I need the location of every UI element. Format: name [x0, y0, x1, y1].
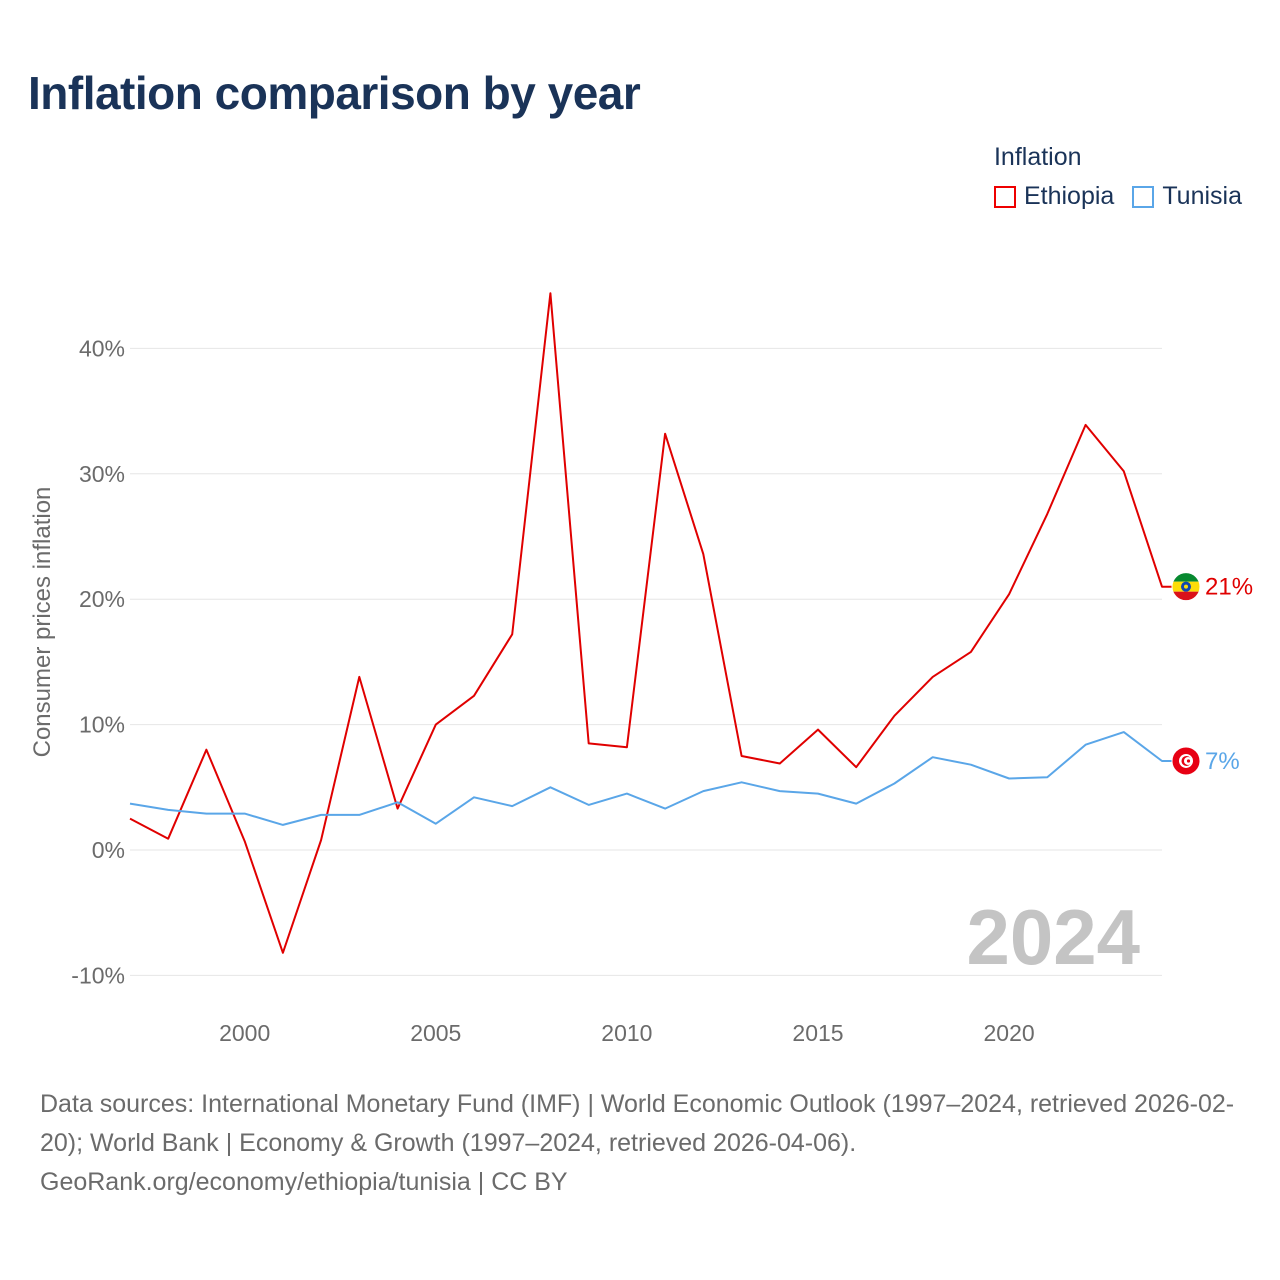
data-point-tunisia[interactable]	[892, 782, 896, 786]
data-point-ethiopia[interactable]	[892, 714, 896, 718]
data-point-tunisia[interactable]	[587, 803, 591, 807]
x-axis-ticks: 2000 2005 2010 2015 2020	[219, 1020, 1035, 1046]
legend-item-ethiopia[interactable]: Ethiopia	[993, 182, 1115, 211]
data-point-tunisia[interactable]	[1084, 743, 1088, 747]
data-point-tunisia[interactable]	[204, 812, 208, 816]
legend-swatch-ethiopia	[993, 185, 1016, 208]
data-point-tunisia[interactable]	[281, 823, 285, 827]
data-point-ethiopia[interactable]	[434, 723, 438, 727]
chart-title: Inflation comparison by year	[28, 67, 641, 119]
y-tick-label: 40%	[79, 335, 125, 361]
year-watermark: 2024	[966, 893, 1140, 981]
y-tick-label: 0%	[92, 837, 125, 863]
x-tick-label: 2000	[219, 1020, 270, 1046]
y-axis-ticks: -10% 0% 10% 20% 30% 40%	[71, 335, 125, 988]
data-point-tunisia[interactable]	[778, 789, 782, 793]
data-point-tunisia[interactable]	[396, 800, 400, 804]
flag-tunisia-icon	[1171, 746, 1201, 776]
data-point-ethiopia[interactable]	[396, 807, 400, 811]
data-point-ethiopia[interactable]	[1160, 585, 1164, 589]
x-tick-label: 2005	[410, 1020, 461, 1046]
data-point-tunisia[interactable]	[969, 763, 973, 767]
data-point-tunisia[interactable]	[1007, 777, 1011, 781]
x-tick-label: 2020	[984, 1020, 1035, 1046]
data-point-ethiopia[interactable]	[625, 745, 629, 749]
flag-ethiopia-icon	[1171, 572, 1201, 602]
y-tick-label: 30%	[79, 461, 125, 487]
y-axis-title: Consumer prices inflation	[29, 487, 56, 758]
gridlines	[130, 347, 1162, 976]
data-point-tunisia[interactable]	[816, 792, 820, 796]
data-point-ethiopia[interactable]	[816, 728, 820, 732]
data-point-ethiopia[interactable]	[166, 837, 170, 841]
data-point-ethiopia[interactable]	[740, 754, 744, 758]
data-point-tunisia[interactable]	[1122, 730, 1126, 734]
data-point-ethiopia[interactable]	[510, 632, 514, 636]
legend: Inflation Ethiopia Tunisia	[993, 143, 1242, 211]
data-point-ethiopia[interactable]	[854, 765, 858, 769]
end-label-ethiopia: 21%	[1205, 574, 1253, 601]
data-sources: Data sources: International Monetary Fun…	[40, 1090, 1235, 1157]
data-point-ethiopia[interactable]	[1007, 592, 1011, 596]
legend-label-ethiopia: Ethiopia	[1023, 182, 1115, 210]
data-point-ethiopia[interactable]	[778, 761, 782, 765]
data-point-ethiopia[interactable]	[969, 650, 973, 654]
series-line-ethiopia[interactable]	[129, 292, 1174, 954]
end-label-tunisia: 7%	[1205, 748, 1240, 775]
data-point-tunisia[interactable]	[701, 789, 705, 793]
credit-link[interactable]: GeoRank.org/economy/ethiopia/tunisia | C…	[40, 1168, 568, 1196]
data-point-ethiopia[interactable]	[357, 675, 361, 679]
data-point-tunisia[interactable]	[166, 808, 170, 812]
footer: Data sources: International Monetary Fun…	[40, 1085, 1245, 1202]
legend-swatch-tunisia	[1132, 185, 1155, 208]
data-point-ethiopia[interactable]	[587, 741, 591, 745]
end-markers: 21% 7%	[1171, 572, 1253, 776]
data-point-ethiopia[interactable]	[701, 552, 705, 556]
data-point-tunisia[interactable]	[548, 785, 552, 789]
data-point-ethiopia[interactable]	[281, 951, 285, 955]
y-tick-label: 10%	[79, 712, 125, 738]
data-point-tunisia[interactable]	[1045, 775, 1049, 779]
data-point-tunisia[interactable]	[854, 802, 858, 806]
data-point-tunisia[interactable]	[510, 804, 514, 808]
y-tick-label: -10%	[71, 962, 125, 988]
data-point-ethiopia[interactable]	[1084, 423, 1088, 427]
data-point-ethiopia[interactable]	[1045, 512, 1049, 516]
data-point-tunisia[interactable]	[357, 813, 361, 817]
data-point-tunisia[interactable]	[1160, 759, 1164, 763]
data-point-ethiopia[interactable]	[472, 694, 476, 698]
x-tick-label: 2010	[601, 1020, 652, 1046]
data-point-ethiopia[interactable]	[204, 748, 208, 752]
data-point-ethiopia[interactable]	[319, 838, 323, 842]
series-lines	[128, 291, 1174, 955]
data-point-ethiopia[interactable]	[1122, 469, 1126, 473]
series-line-tunisia[interactable]	[129, 731, 1174, 826]
legend-title: Inflation	[993, 143, 1082, 171]
legend-item-tunisia[interactable]: Tunisia	[1132, 182, 1242, 211]
data-point-tunisia[interactable]	[472, 795, 476, 799]
data-point-tunisia[interactable]	[931, 755, 935, 759]
data-point-ethiopia[interactable]	[548, 291, 552, 295]
data-point-ethiopia[interactable]	[128, 817, 132, 821]
data-point-tunisia[interactable]	[625, 792, 629, 796]
data-point-ethiopia[interactable]	[663, 432, 667, 436]
data-point-tunisia[interactable]	[319, 813, 323, 817]
data-point-tunisia[interactable]	[663, 807, 667, 811]
data-point-tunisia[interactable]	[243, 812, 247, 816]
legend-label-tunisia: Tunisia	[1162, 182, 1242, 210]
data-point-ethiopia[interactable]	[931, 675, 935, 679]
y-tick-label: 20%	[79, 586, 125, 612]
line-chart: -10%0%10%20%30%40% 2000 2005 2010 2015 2020 …	[29, 291, 1253, 1046]
data-point-tunisia[interactable]	[434, 822, 438, 826]
data-point-ethiopia[interactable]	[243, 839, 247, 843]
x-tick-label: 2015	[792, 1020, 843, 1046]
data-point-tunisia[interactable]	[128, 802, 132, 806]
data-point-tunisia[interactable]	[740, 780, 744, 784]
